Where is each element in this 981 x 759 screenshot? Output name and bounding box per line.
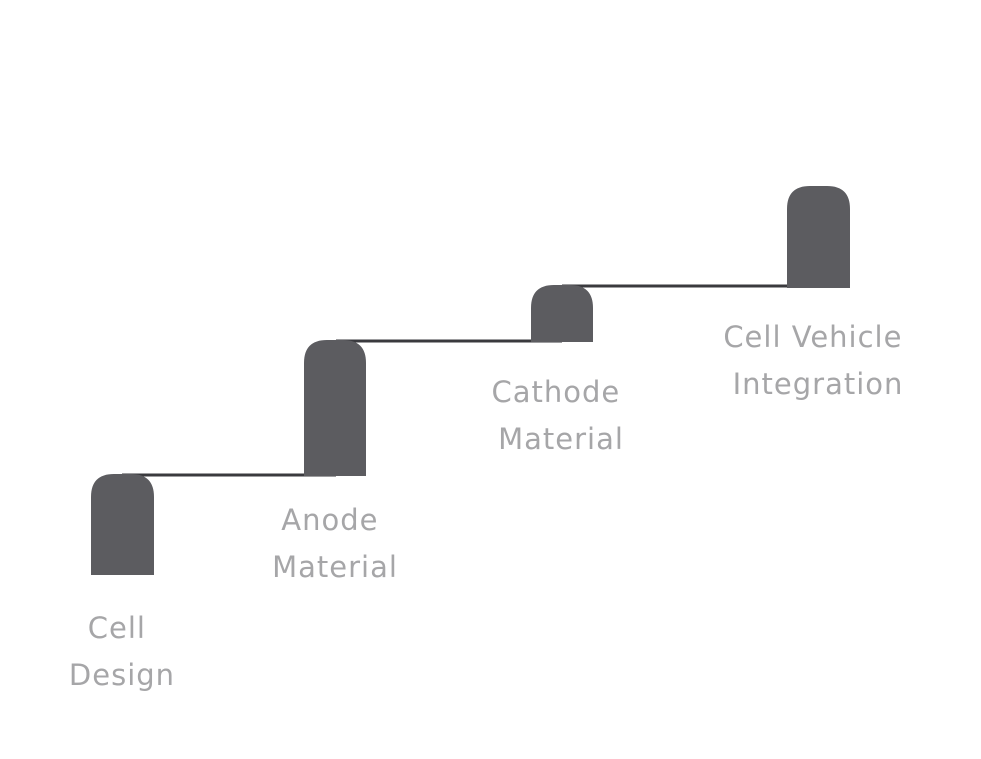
- step-block-cell-vehicle-integration: [787, 186, 850, 288]
- step-label-cathode-material: Cathode Material: [492, 375, 631, 456]
- step-label-cell-design: Cell Design: [69, 611, 175, 692]
- step-anode-material: Anode Material: [272, 340, 398, 584]
- step-cell-design: Cell Design: [69, 474, 175, 692]
- step-label-line2: Design: [69, 658, 175, 692]
- step-label-line2: Material: [498, 422, 624, 456]
- step-cell-vehicle-integration: Cell Vehicle Integration: [723, 186, 912, 401]
- step-label-line1: Cathode: [492, 375, 621, 409]
- step-label-anode-material: Anode Material: [272, 503, 398, 584]
- step-label-line1: Anode: [281, 503, 378, 537]
- step-label-line1: Cell: [88, 611, 146, 645]
- step-label-line2: Integration: [733, 367, 904, 401]
- step-block-cell-design: [91, 474, 154, 575]
- step-label-cell-vehicle-integration: Cell Vehicle Integration: [723, 320, 912, 401]
- step-cathode-material: Cathode Material: [492, 285, 631, 456]
- step-label-line2: Material: [272, 550, 398, 584]
- step-label-line1: Cell Vehicle: [723, 320, 902, 354]
- step-block-anode-material: [304, 340, 366, 476]
- step-block-cathode-material: [531, 285, 593, 342]
